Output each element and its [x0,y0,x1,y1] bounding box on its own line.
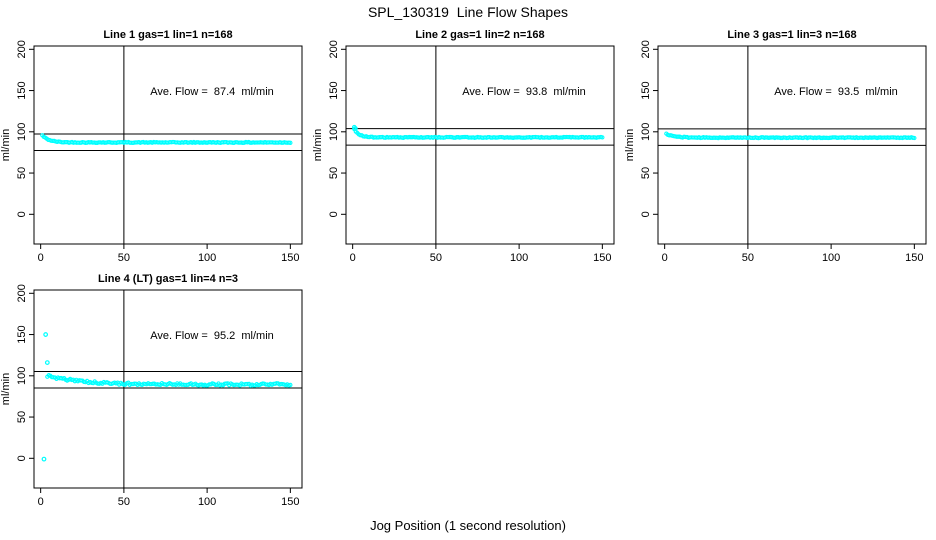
y-tick-label: 200 [16,284,28,302]
x-tick-label: 150 [905,252,923,264]
outlier-point [352,126,358,131]
y-tick-label: 100 [640,123,652,141]
x-tick-label: 100 [822,252,840,264]
y-tick-label: 0 [16,455,28,461]
y-tick-label: 200 [328,40,340,58]
y-axis-label: ml/min [0,129,12,161]
y-tick-label: 150 [328,81,340,99]
ave-flow-annotation: Ave. Flow = 95.2 ml/min [150,330,274,342]
scatter-points [664,131,917,141]
data-point [912,135,917,141]
data-point [600,135,605,140]
x-tick-label: 100 [198,252,216,264]
main-title: SPL_130319 Line Flow Shapes [367,4,569,20]
plot-area: 0 50 100 150 0 50 100 150 200 [640,40,927,264]
ave-flow-annotation: Ave. Flow = 93.8 ml/min [462,86,586,98]
plot-area: 0 50 100 150 0 50 100 150 200 [328,40,615,264]
plot-line-3: 0 50 100 150 0 50 100 150 200 Line 3 gas=1 lin=3… [624,29,927,264]
panel-cell-line-3: 0 50 100 150 0 50 100 150 200 Line 3 gas=1 lin=3… [624,24,936,268]
x-tick-label: 150 [281,496,299,508]
y-tick-label: 50 [16,411,28,423]
y-tick-label: 0 [328,211,340,217]
x-tick-label: 50 [430,252,442,264]
scatter-points [41,332,293,462]
x-tick-label: 50 [118,252,130,264]
x-tick-label: 150 [281,252,299,264]
outlier-point [43,332,49,337]
x-tick-label: 150 [593,252,611,264]
panel-title: Line 2 gas=1 lin=2 n=168 [415,29,544,41]
x-tick-label: 50 [742,252,754,264]
outlier-point [44,360,50,365]
ave-flow-annotation: Ave. Flow = 87.4 ml/min [150,86,274,98]
x-tick-label: 0 [38,496,44,508]
data-point [288,140,293,145]
y-tick-label: 150 [16,325,28,343]
plot-line-1: 0 50 100 150 0 50 100 150 200 Line 1 gas=1 lin=1… [0,29,303,264]
empty-cell [312,268,624,512]
x-tick-label: 0 [38,252,44,264]
x-tick-label: 100 [510,252,528,264]
y-axis-label: ml/min [312,129,324,161]
y-tick-label: 150 [16,81,28,99]
y-tick-label: 0 [16,211,28,217]
panel-cell-line-1: 0 50 100 150 0 50 100 150 200 Line 1 gas=1 lin=1… [0,24,312,268]
y-tick-label: 100 [16,123,28,141]
plot-box [33,289,303,489]
scatter-points [351,124,605,140]
y-tick-label: 0 [640,211,652,217]
data-point [288,382,293,388]
empty-cell [624,268,936,512]
outlier-point [41,456,47,462]
y-tick-label: 200 [16,40,28,58]
panel-title: Line 3 gas=1 lin=3 n=168 [727,29,856,41]
plot-line-2: 0 50 100 150 0 50 100 150 200 Line 2 gas=1 lin=2… [312,29,615,264]
panel-cell-line-2: 0 50 100 150 0 50 100 150 200 Line 2 gas=1 lin=2… [312,24,624,268]
x-tick-label: 0 [662,252,668,264]
panel-title: Line 1 gas=1 lin=1 n=168 [103,29,232,41]
y-tick-label: 100 [328,123,340,141]
y-tick-label: 50 [640,167,652,179]
y-tick-label: 100 [16,367,28,385]
y-tick-label: 200 [640,40,652,58]
y-tick-label: 50 [16,167,28,179]
y-axis-label: ml/min [624,129,636,161]
x-tick-label: 50 [118,496,130,508]
plot-box [33,45,303,245]
plot-area: 0 50 100 150 0 50 100 150 200 [16,284,303,508]
y-tick-label: 50 [328,167,340,179]
x-tick-label: 0 [350,252,356,264]
y-axis-label: ml/min [0,373,12,405]
panel-cell-line-4: 0 50 100 150 0 50 100 150 200 Line 4 (LT) gas=1 … [0,268,312,512]
x-tick-label: 100 [198,496,216,508]
plot-area: 0 50 100 150 0 50 100 150 200 [16,40,303,264]
x-axis-label: Jog Position (1 second resolution) [370,517,566,533]
data-point [224,381,229,386]
panel-grid: 0 50 100 150 0 50 100 150 200 Line 1 gas=1 lin=1… [0,24,936,512]
y-tick-label: 150 [640,81,652,99]
scatter-points [40,133,293,145]
ave-flow-annotation: Ave. Flow = 93.5 ml/min [774,86,898,98]
plot-line-4: 0 50 100 150 0 50 100 150 200 Line 4 (LT) gas=1 … [0,273,303,508]
panel-title: Line 4 (LT) gas=1 lin=4 n=3 [98,273,238,285]
